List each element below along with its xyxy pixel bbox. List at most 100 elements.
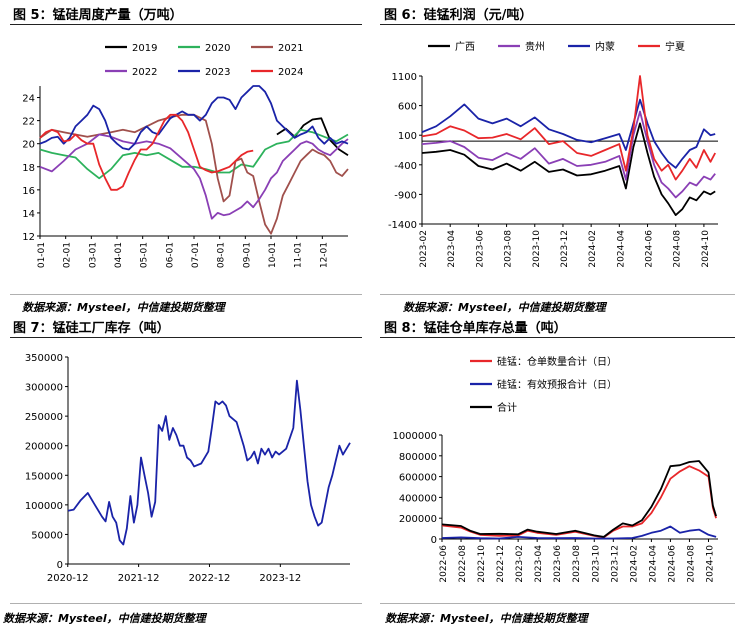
figure-7-title-rule: [10, 337, 362, 338]
x-tick-label: 2023-12: [259, 573, 301, 584]
x-tick-label: 2024-02: [588, 230, 598, 268]
x-tick-label: 2023-02: [515, 545, 525, 583]
x-tick-label: 04-01: [114, 242, 124, 268]
y-tick-label: 12: [22, 232, 35, 243]
y-tick-label: 22: [22, 117, 35, 128]
x-tick-label: 01-01: [37, 242, 47, 268]
y-tick-label: 300000: [25, 383, 63, 394]
y-tick-label: 400000: [399, 493, 437, 504]
figure-5-title-rule: [10, 24, 362, 25]
legend-label-1: 硅锰：仓单数量合计（日）: [497, 355, 617, 368]
figure-7-source: 数据来源：Mysteel，中信建投期货整理: [3, 612, 206, 625]
y-tick-label: 14: [22, 209, 35, 220]
x-tick-label: 2024-04: [616, 230, 626, 268]
x-tick-label: 2024-06: [667, 545, 677, 583]
x-tick-label: 07-01: [191, 242, 201, 268]
figure-5-title: 图 5：锰硅周度产量（万吨）: [13, 8, 183, 23]
y-tick-label: 20: [22, 140, 35, 151]
y-tick-label: 0: [57, 560, 63, 571]
y-tick-label: 1100: [392, 72, 417, 83]
series-1-line: [67, 379, 351, 546]
y-tick-label: 18: [22, 163, 35, 174]
x-tick-label: 2020-12: [47, 573, 89, 584]
y-tick-label: 100: [398, 131, 417, 142]
series-1-line: [421, 122, 716, 217]
legend-label-6: 2024: [278, 67, 303, 78]
x-tick-label: 12-01: [319, 242, 329, 268]
y-tick-label: 1000000: [392, 431, 437, 442]
legend-label-2: 贵州: [525, 40, 545, 53]
x-tick-label: 2022-10: [477, 545, 487, 583]
y-tick-label: 100000: [25, 501, 63, 512]
x-tick-label: 2023-04: [534, 545, 544, 583]
y-tick-label: 24: [22, 94, 35, 105]
legend-label-1: 广西: [455, 41, 475, 53]
y-tick-label: 250000: [25, 412, 63, 423]
y-tick-label: -1400: [388, 220, 417, 231]
x-tick-label: 11-01: [294, 242, 304, 268]
x-tick-label: 2022-12: [496, 545, 506, 583]
y-tick-label: 600000: [399, 473, 437, 484]
series-3-line: [39, 113, 349, 235]
x-tick-label: 2023-06: [475, 230, 485, 268]
x-tick-label: 2023-04: [447, 230, 457, 268]
series-3-line: [441, 460, 717, 538]
y-tick-label: -400: [394, 161, 417, 172]
x-tick-label: 02-01: [63, 242, 73, 268]
x-tick-label: 2023-10: [532, 230, 542, 268]
x-tick-label: 2023-08: [572, 545, 582, 583]
x-tick-label: 2024-10: [705, 545, 715, 583]
y-tick-label: 0: [431, 535, 437, 546]
x-tick-label: 05-01: [140, 242, 150, 268]
figure-5-source: 数据来源：Mysteel，中信建投期货整理: [22, 301, 225, 314]
y-tick-label: 600: [398, 102, 417, 113]
legend-label-3: 2021: [278, 43, 303, 54]
figure-8-title: 图 8：锰硅仓单库存总量（吨）: [384, 321, 567, 336]
figure-8-chart: 0 200000 400000 600000 800000 1000000 2022-06 2…: [392, 355, 718, 583]
x-tick-label: 03-01: [88, 242, 98, 268]
x-tick-label: 2023-02: [419, 230, 429, 268]
y-tick-label: 150000: [25, 471, 63, 482]
x-tick-label: 2023-12: [560, 230, 570, 268]
y-tick-label: 16: [22, 186, 35, 197]
y-tick-label: 200000: [399, 514, 437, 525]
figure-6-title-rule: [380, 24, 735, 25]
figure-7-title: 图 7：锰硅工厂库存（吨）: [13, 321, 170, 336]
series-2-line: [441, 525, 717, 540]
legend-label-4: 2022: [132, 67, 157, 78]
series-4-line: [421, 75, 716, 181]
figure-7-chart: 0 50000 100000 150000 200000 250000 300000 3500…: [25, 353, 351, 584]
y-tick-label: 50000: [31, 530, 63, 541]
x-tick-label: 06-01: [165, 242, 175, 268]
legend-label-2: 2020: [205, 43, 230, 54]
figure-8-title-rule: [380, 337, 735, 338]
figure-6-title: 图 6：硅锰利润（元/吨）: [384, 8, 533, 23]
series-3-line: [421, 98, 716, 169]
figure-5-source-rule: [10, 294, 362, 295]
x-tick-label: 10-01: [268, 242, 278, 268]
figure-8-source: 数据来源：Mysteel，中信建投期货整理: [385, 612, 588, 625]
x-tick-label: 2024-08: [673, 230, 683, 268]
y-tick-label: 800000: [399, 452, 437, 463]
x-tick-label: 2022-06: [439, 545, 449, 583]
x-tick-label: 2021-12: [118, 573, 160, 584]
series-6-line: [39, 113, 254, 191]
series-5-line: [39, 85, 349, 151]
x-tick-label: 2024-06: [645, 230, 655, 268]
legend-label-3: 合计: [497, 401, 517, 414]
x-tick-label: 2023-06: [553, 545, 563, 583]
series-4-line: [39, 133, 349, 220]
figure-8-source-rule: [380, 603, 735, 604]
x-tick-label: 2024-08: [686, 545, 696, 583]
x-tick-label: 2023-08: [504, 230, 514, 268]
figure-6-source: 数据来源：Mysteel，中信建投期货整理: [403, 301, 606, 314]
legend-label-2: 硅锰：有效预报合计（日）: [497, 378, 617, 391]
y-tick-label: -900: [394, 190, 417, 201]
legend-label-1: 2019: [132, 43, 157, 54]
series-2-line: [39, 128, 349, 180]
legend-label-3: 内蒙: [595, 40, 615, 53]
x-tick-label: 08-01: [217, 242, 227, 268]
series-2-line: [421, 110, 716, 199]
